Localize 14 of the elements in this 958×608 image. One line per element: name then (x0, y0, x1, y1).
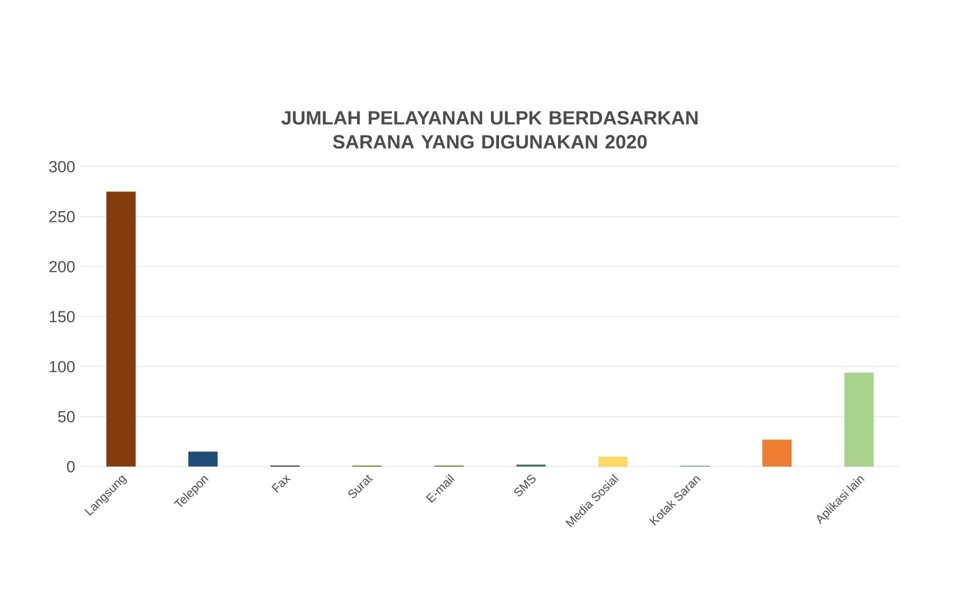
bar (844, 372, 874, 467)
bar (598, 456, 628, 467)
y-tick-label: 150 (50, 311, 75, 322)
x-tick-label: Fax (272, 474, 291, 493)
y-tick-label: 0 (67, 461, 75, 472)
y-tick-label: 250 (49, 211, 75, 222)
bar (106, 192, 136, 467)
bar (188, 452, 218, 467)
y-tick-label: 50 (58, 411, 75, 422)
y-tick-label: 100 (50, 361, 75, 372)
bar (762, 440, 792, 467)
y-tick-label: 200 (49, 261, 75, 272)
chart-title: JUMLAH PELAYANAN ULPK BERDASARKAN SARANA YANG DIGUNAKAN 2020 (281, 111, 698, 149)
y-tick-label: 300 (49, 161, 75, 172)
